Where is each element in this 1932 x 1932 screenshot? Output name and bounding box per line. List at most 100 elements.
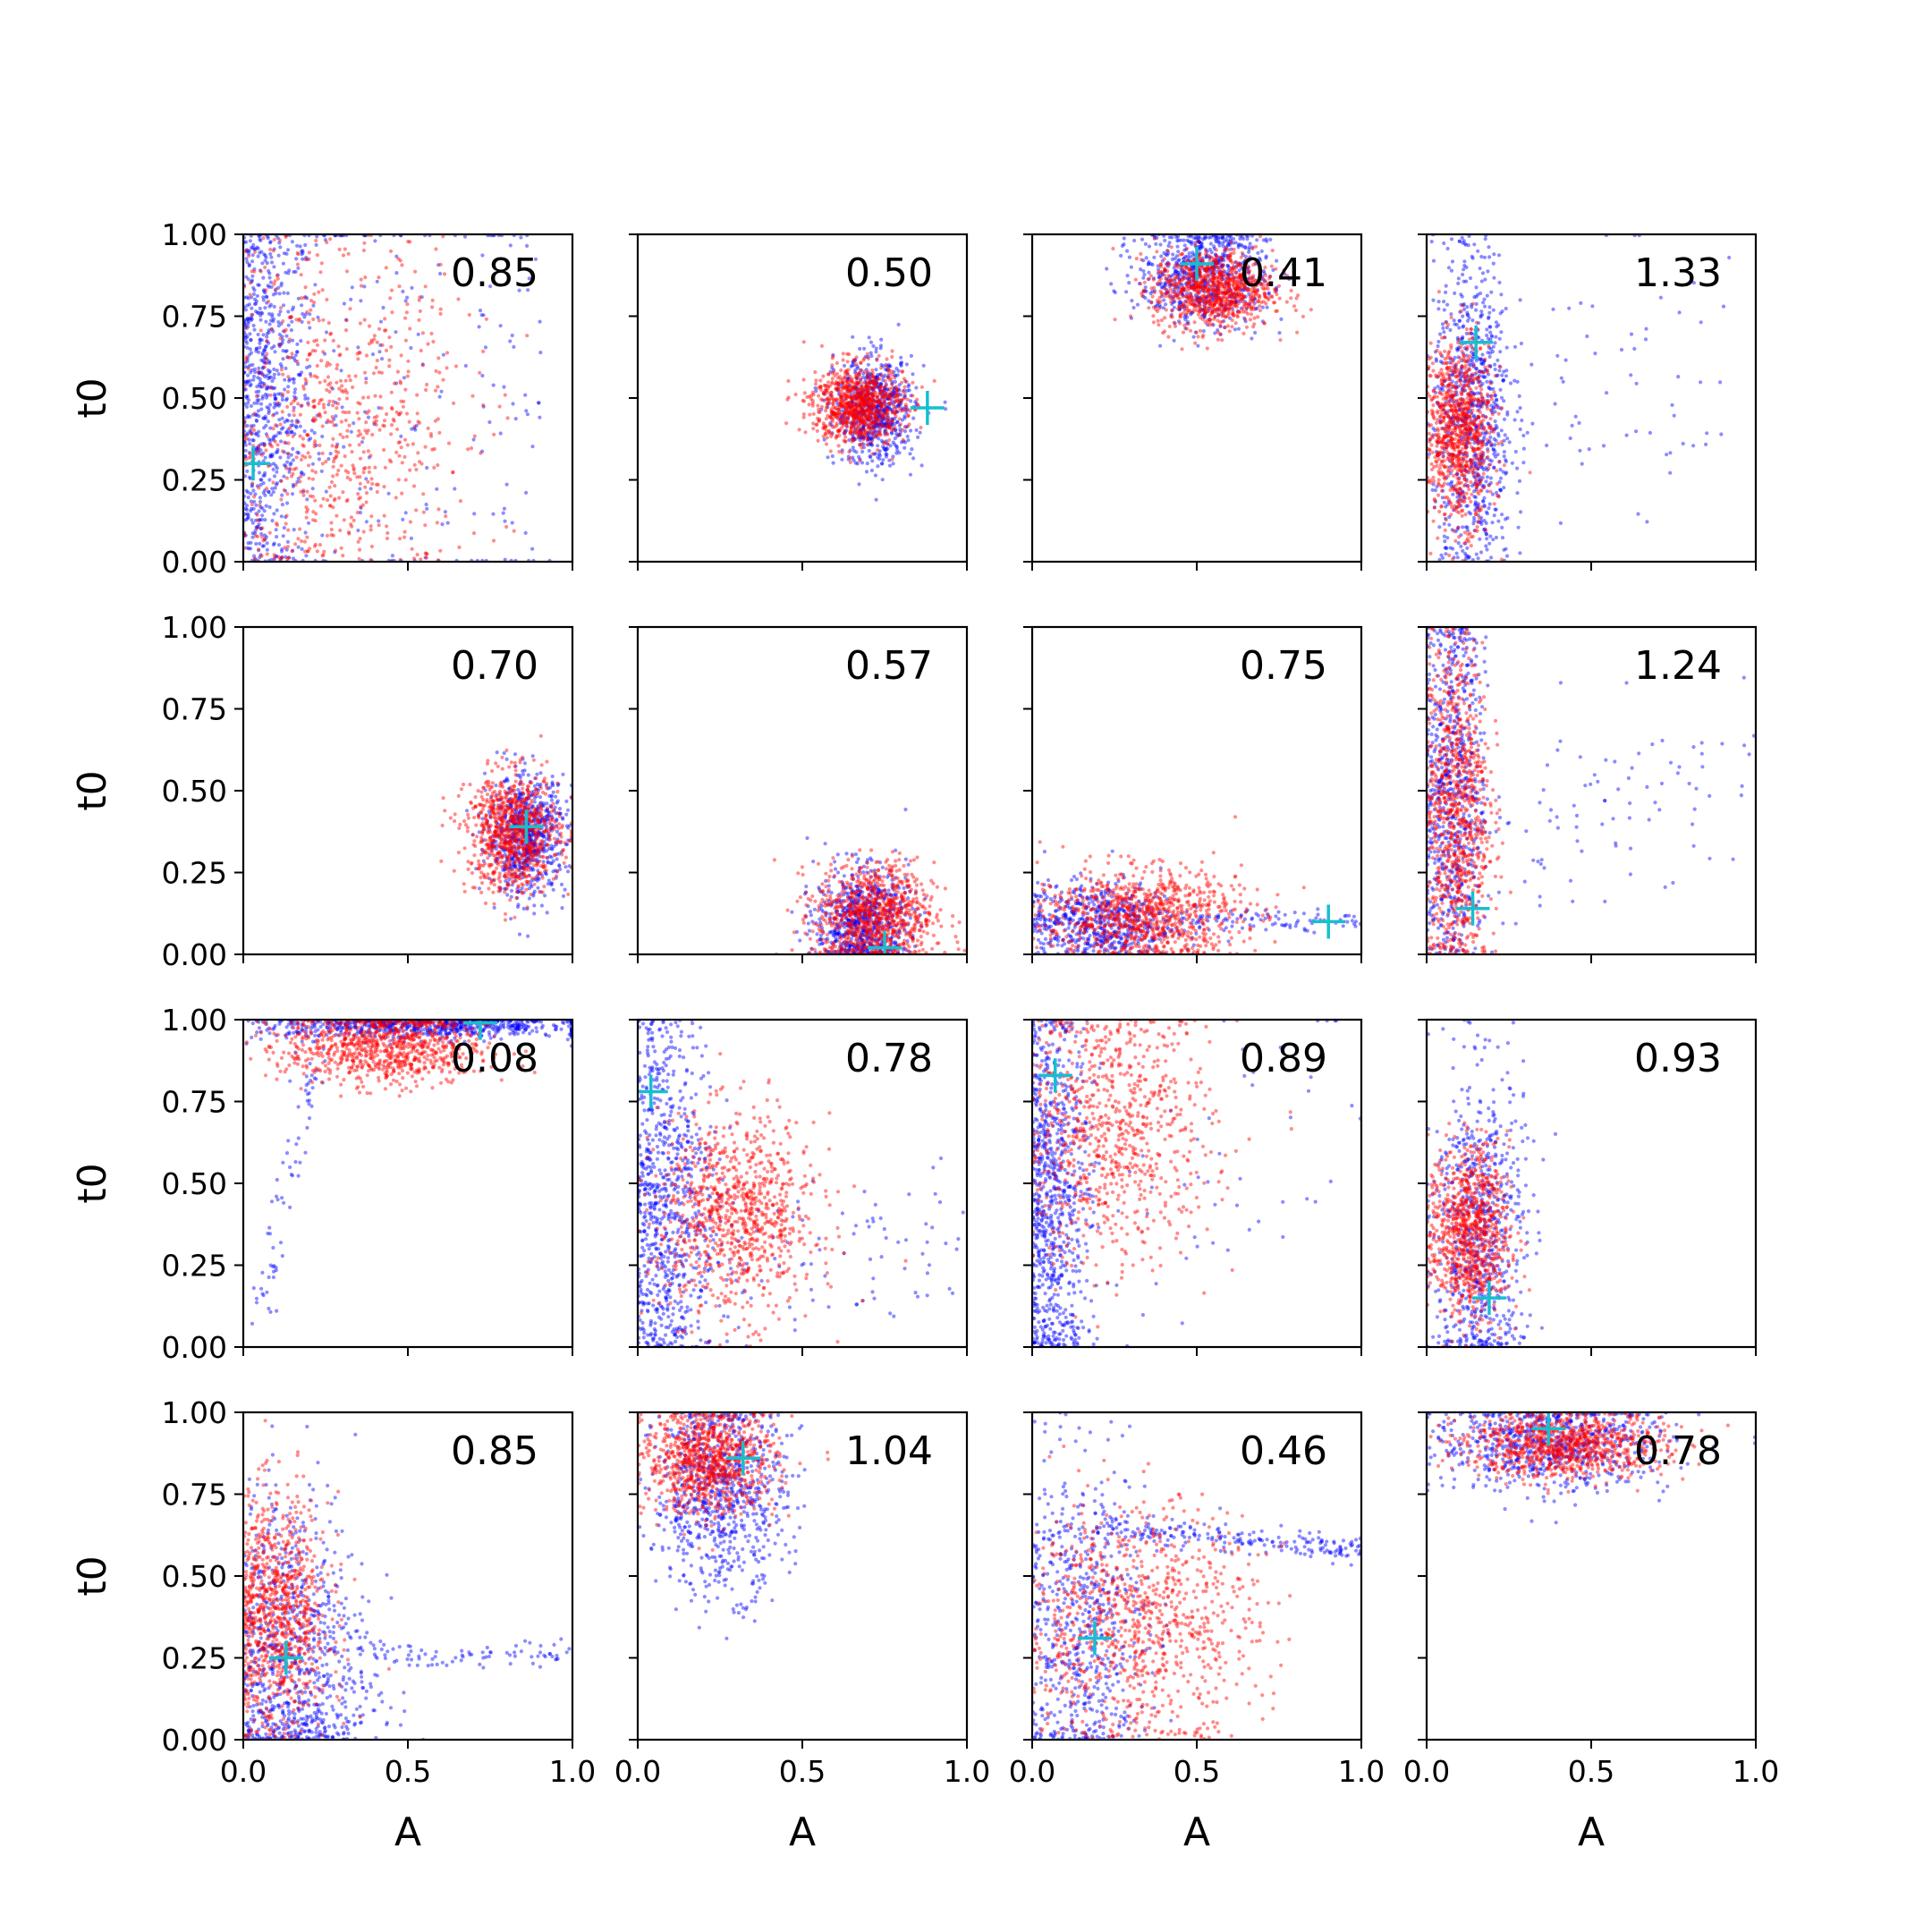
scatter-point	[1171, 300, 1175, 304]
scatter-point	[273, 401, 277, 406]
scatter-point	[830, 366, 835, 370]
scatter-point	[312, 292, 317, 296]
scatter-point	[284, 251, 289, 256]
scatter-point	[875, 409, 880, 413]
scatter-point	[873, 413, 877, 418]
scatter-point	[875, 411, 879, 415]
scatter-point	[267, 386, 272, 390]
scatter-point	[1205, 318, 1209, 323]
scatter-point	[843, 371, 848, 376]
series-a-points	[1105, 234, 1296, 348]
scatter-point	[864, 382, 869, 386]
scatter-panel-2: 0.50	[629, 233, 969, 571]
scatter-point	[491, 512, 496, 516]
scatter-point	[364, 377, 369, 381]
scatter-point	[265, 339, 269, 343]
scatter-point	[277, 344, 282, 349]
scatter-point	[1238, 274, 1242, 278]
scatter-point	[1162, 250, 1166, 255]
scatter-point	[1199, 283, 1203, 287]
scatter-point	[867, 423, 871, 428]
scatter-point	[334, 449, 338, 453]
scatter-point	[1245, 267, 1250, 271]
scatter-point	[257, 509, 261, 513]
scatter-point	[261, 236, 266, 241]
scatter-point	[347, 531, 352, 536]
scatter-point	[889, 428, 894, 432]
scatter-point	[341, 410, 345, 414]
scatter-point	[1224, 291, 1229, 295]
scatter-point	[530, 547, 535, 551]
scatter-point	[1216, 261, 1220, 266]
scatter-point	[1224, 307, 1229, 311]
scatter-point	[1204, 249, 1208, 253]
scatter-point	[1229, 239, 1233, 243]
scatter-point	[349, 429, 353, 434]
scatter-point	[871, 403, 877, 408]
scatter-point	[1185, 284, 1190, 288]
scatter-point	[871, 402, 876, 406]
scatter-point	[1224, 291, 1230, 295]
scatter-point	[890, 431, 894, 436]
scatter-point	[1200, 256, 1205, 260]
scatter-point	[1228, 291, 1233, 295]
scatter-point	[315, 343, 320, 347]
scatter-point	[890, 419, 894, 424]
scatter-point	[866, 415, 870, 419]
scatter-point	[332, 498, 336, 503]
scatter-point	[862, 418, 867, 422]
scatter-point	[843, 428, 847, 433]
scatter-point	[1209, 284, 1214, 288]
scatter-point	[327, 399, 332, 403]
scatter-point	[890, 354, 894, 360]
scatter-point	[852, 358, 856, 362]
scatter-point	[871, 425, 876, 429]
scatter-point	[910, 447, 914, 452]
scatter-point	[1199, 267, 1203, 271]
scatter-point	[870, 407, 875, 411]
scatter-point	[358, 537, 362, 541]
scatter-point	[327, 362, 332, 367]
scatter-point	[243, 335, 248, 340]
scatter-point	[304, 554, 309, 558]
scatter-point	[1169, 245, 1174, 250]
scatter-point	[250, 362, 255, 367]
scatter-point	[1198, 235, 1202, 240]
scatter-point	[1202, 277, 1207, 283]
scatter-point	[861, 399, 866, 403]
scatter-point	[848, 456, 852, 461]
scatter-point	[287, 378, 292, 383]
scatter-point	[252, 401, 257, 405]
scatter-point	[1215, 309, 1219, 314]
scatter-point	[894, 390, 898, 394]
scatter-point	[1208, 323, 1212, 327]
scatter-point	[886, 375, 891, 379]
scatter-point	[862, 411, 867, 416]
scatter-point	[830, 356, 835, 360]
scatter-point	[293, 482, 298, 487]
scatter-point	[859, 394, 863, 399]
scatter-point	[1201, 329, 1206, 334]
scatter-point	[438, 311, 443, 316]
scatter-point	[887, 419, 892, 423]
scatter-point	[860, 416, 864, 420]
scatter-point	[863, 402, 868, 407]
scatter-point	[1245, 286, 1250, 291]
scatter-point	[356, 434, 360, 438]
scatter-point	[897, 401, 902, 405]
scatter-point	[869, 391, 873, 395]
scatter-point	[1185, 315, 1190, 319]
scatter-point	[1245, 301, 1250, 306]
scatter-point	[1226, 286, 1231, 291]
scatter-point	[885, 394, 889, 398]
scatter-point	[333, 496, 337, 501]
scatter-point	[1250, 295, 1255, 300]
scatter-point	[877, 401, 882, 405]
scatter-point	[248, 384, 252, 388]
scatter-point	[1235, 278, 1240, 283]
scatter-point	[335, 402, 340, 406]
scatter-point	[844, 396, 849, 401]
scatter-point	[909, 394, 913, 398]
scatter-point	[369, 453, 373, 458]
scatter-point	[885, 368, 889, 372]
